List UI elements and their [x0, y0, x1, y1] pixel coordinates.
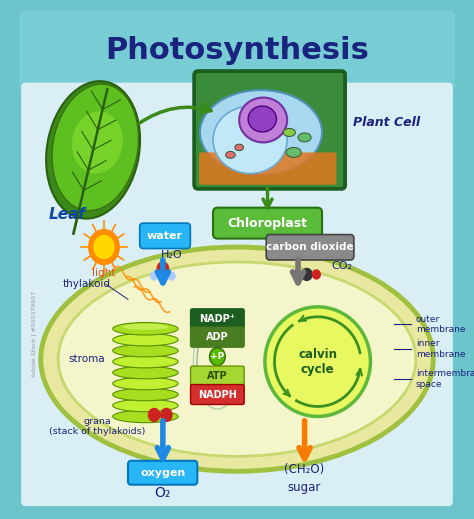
Ellipse shape: [113, 399, 178, 412]
Text: water: water: [147, 231, 183, 241]
Ellipse shape: [113, 334, 178, 346]
Circle shape: [148, 408, 160, 421]
FancyBboxPatch shape: [128, 461, 197, 485]
Ellipse shape: [113, 377, 178, 390]
Text: NADP⁺: NADP⁺: [200, 314, 236, 324]
Ellipse shape: [113, 356, 178, 368]
Text: sugar: sugar: [288, 481, 321, 494]
Text: ATP: ATP: [207, 371, 228, 381]
Text: +P: +P: [210, 352, 225, 361]
Text: grana
(stack of thylakoids): grana (stack of thylakoids): [49, 417, 146, 436]
FancyBboxPatch shape: [213, 208, 322, 239]
FancyBboxPatch shape: [6, 0, 468, 519]
FancyBboxPatch shape: [191, 309, 244, 329]
Circle shape: [312, 270, 320, 279]
FancyBboxPatch shape: [191, 327, 244, 347]
Ellipse shape: [200, 90, 322, 175]
Ellipse shape: [113, 322, 178, 335]
Ellipse shape: [283, 129, 295, 136]
Ellipse shape: [46, 81, 140, 218]
Circle shape: [168, 272, 175, 280]
Ellipse shape: [235, 144, 244, 151]
Ellipse shape: [213, 106, 287, 173]
FancyBboxPatch shape: [194, 71, 345, 189]
Text: outer
membrane: outer membrane: [416, 315, 465, 334]
Text: intermembrane
space: intermembrane space: [416, 370, 474, 389]
Text: oxygen: oxygen: [140, 468, 185, 478]
Circle shape: [157, 262, 169, 275]
Ellipse shape: [286, 147, 301, 157]
Ellipse shape: [41, 247, 433, 471]
Text: ADP: ADP: [206, 332, 228, 342]
Text: stroma: stroma: [68, 354, 105, 364]
Circle shape: [161, 408, 172, 421]
Ellipse shape: [298, 133, 311, 142]
Circle shape: [301, 268, 312, 280]
FancyBboxPatch shape: [191, 366, 244, 386]
Ellipse shape: [113, 345, 178, 357]
Ellipse shape: [226, 152, 235, 158]
Ellipse shape: [248, 106, 276, 132]
FancyBboxPatch shape: [140, 223, 191, 249]
Ellipse shape: [72, 111, 123, 173]
Text: CO₂: CO₂: [331, 261, 352, 271]
Text: Adobe Stock | #500379957: Adobe Stock | #500379957: [31, 291, 37, 377]
Text: thylakoid: thylakoid: [63, 279, 110, 290]
Text: Photosynthesis: Photosynthesis: [105, 36, 369, 65]
FancyBboxPatch shape: [191, 385, 244, 404]
Ellipse shape: [52, 84, 138, 211]
Ellipse shape: [122, 324, 168, 330]
Text: inner
membrane: inner membrane: [416, 339, 465, 359]
Text: (CH₂O): (CH₂O): [284, 463, 325, 476]
Circle shape: [151, 272, 158, 280]
Ellipse shape: [239, 98, 287, 142]
Text: Chloroplast: Chloroplast: [228, 216, 308, 229]
Ellipse shape: [113, 410, 178, 422]
FancyBboxPatch shape: [21, 83, 453, 506]
Ellipse shape: [58, 262, 416, 456]
Text: Plant Cell: Plant Cell: [353, 116, 419, 129]
Circle shape: [210, 348, 225, 365]
Circle shape: [293, 270, 301, 279]
Text: light: light: [92, 268, 116, 278]
Ellipse shape: [113, 388, 178, 401]
Circle shape: [89, 229, 119, 265]
Text: carbon dioxide: carbon dioxide: [266, 242, 354, 252]
FancyBboxPatch shape: [266, 235, 354, 260]
Ellipse shape: [113, 366, 178, 379]
FancyBboxPatch shape: [19, 10, 455, 92]
FancyBboxPatch shape: [199, 153, 337, 185]
Ellipse shape: [265, 307, 371, 416]
Text: O₂: O₂: [155, 486, 171, 500]
Circle shape: [94, 236, 114, 258]
Text: H₂O: H₂O: [161, 250, 182, 260]
Text: NADPH: NADPH: [198, 390, 237, 400]
Text: calvin
cycle: calvin cycle: [298, 348, 337, 376]
Text: Leaf: Leaf: [48, 207, 85, 222]
